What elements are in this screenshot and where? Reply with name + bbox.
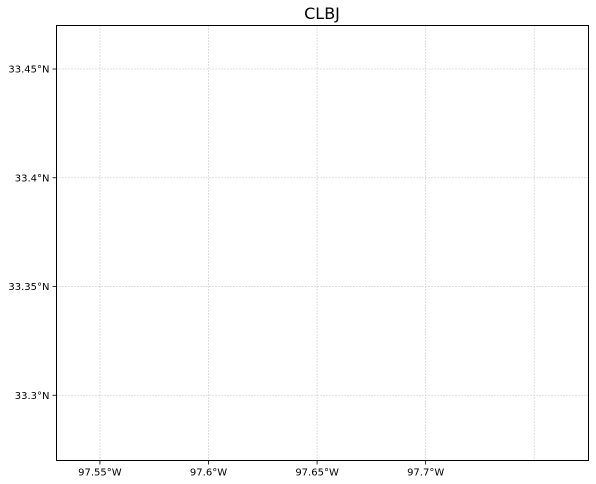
x-tick-label-0: 97.55°W: [78, 468, 122, 479]
y-tick-label-2: 33.35°N: [8, 282, 49, 293]
map-title: CLBJ: [304, 4, 340, 23]
x-tick-label-2: 97.65°W: [295, 468, 339, 479]
x-tick-label-1: 97.6°W: [190, 468, 227, 479]
axis-ticks: 97.55°W 97.6°W 97.65°W 97.7°W 33.45°N 33.4°N 3…: [8, 65, 444, 479]
y-tick-label-1: 33.4°N: [15, 173, 50, 184]
y-tick-label-0: 33.45°N: [8, 65, 49, 76]
y-tick-label-3: 33.3°N: [15, 391, 50, 402]
x-tick-label-3: 97.7°W: [407, 468, 444, 479]
map-frame: [56, 25, 589, 461]
gridlines: [56, 25, 589, 461]
